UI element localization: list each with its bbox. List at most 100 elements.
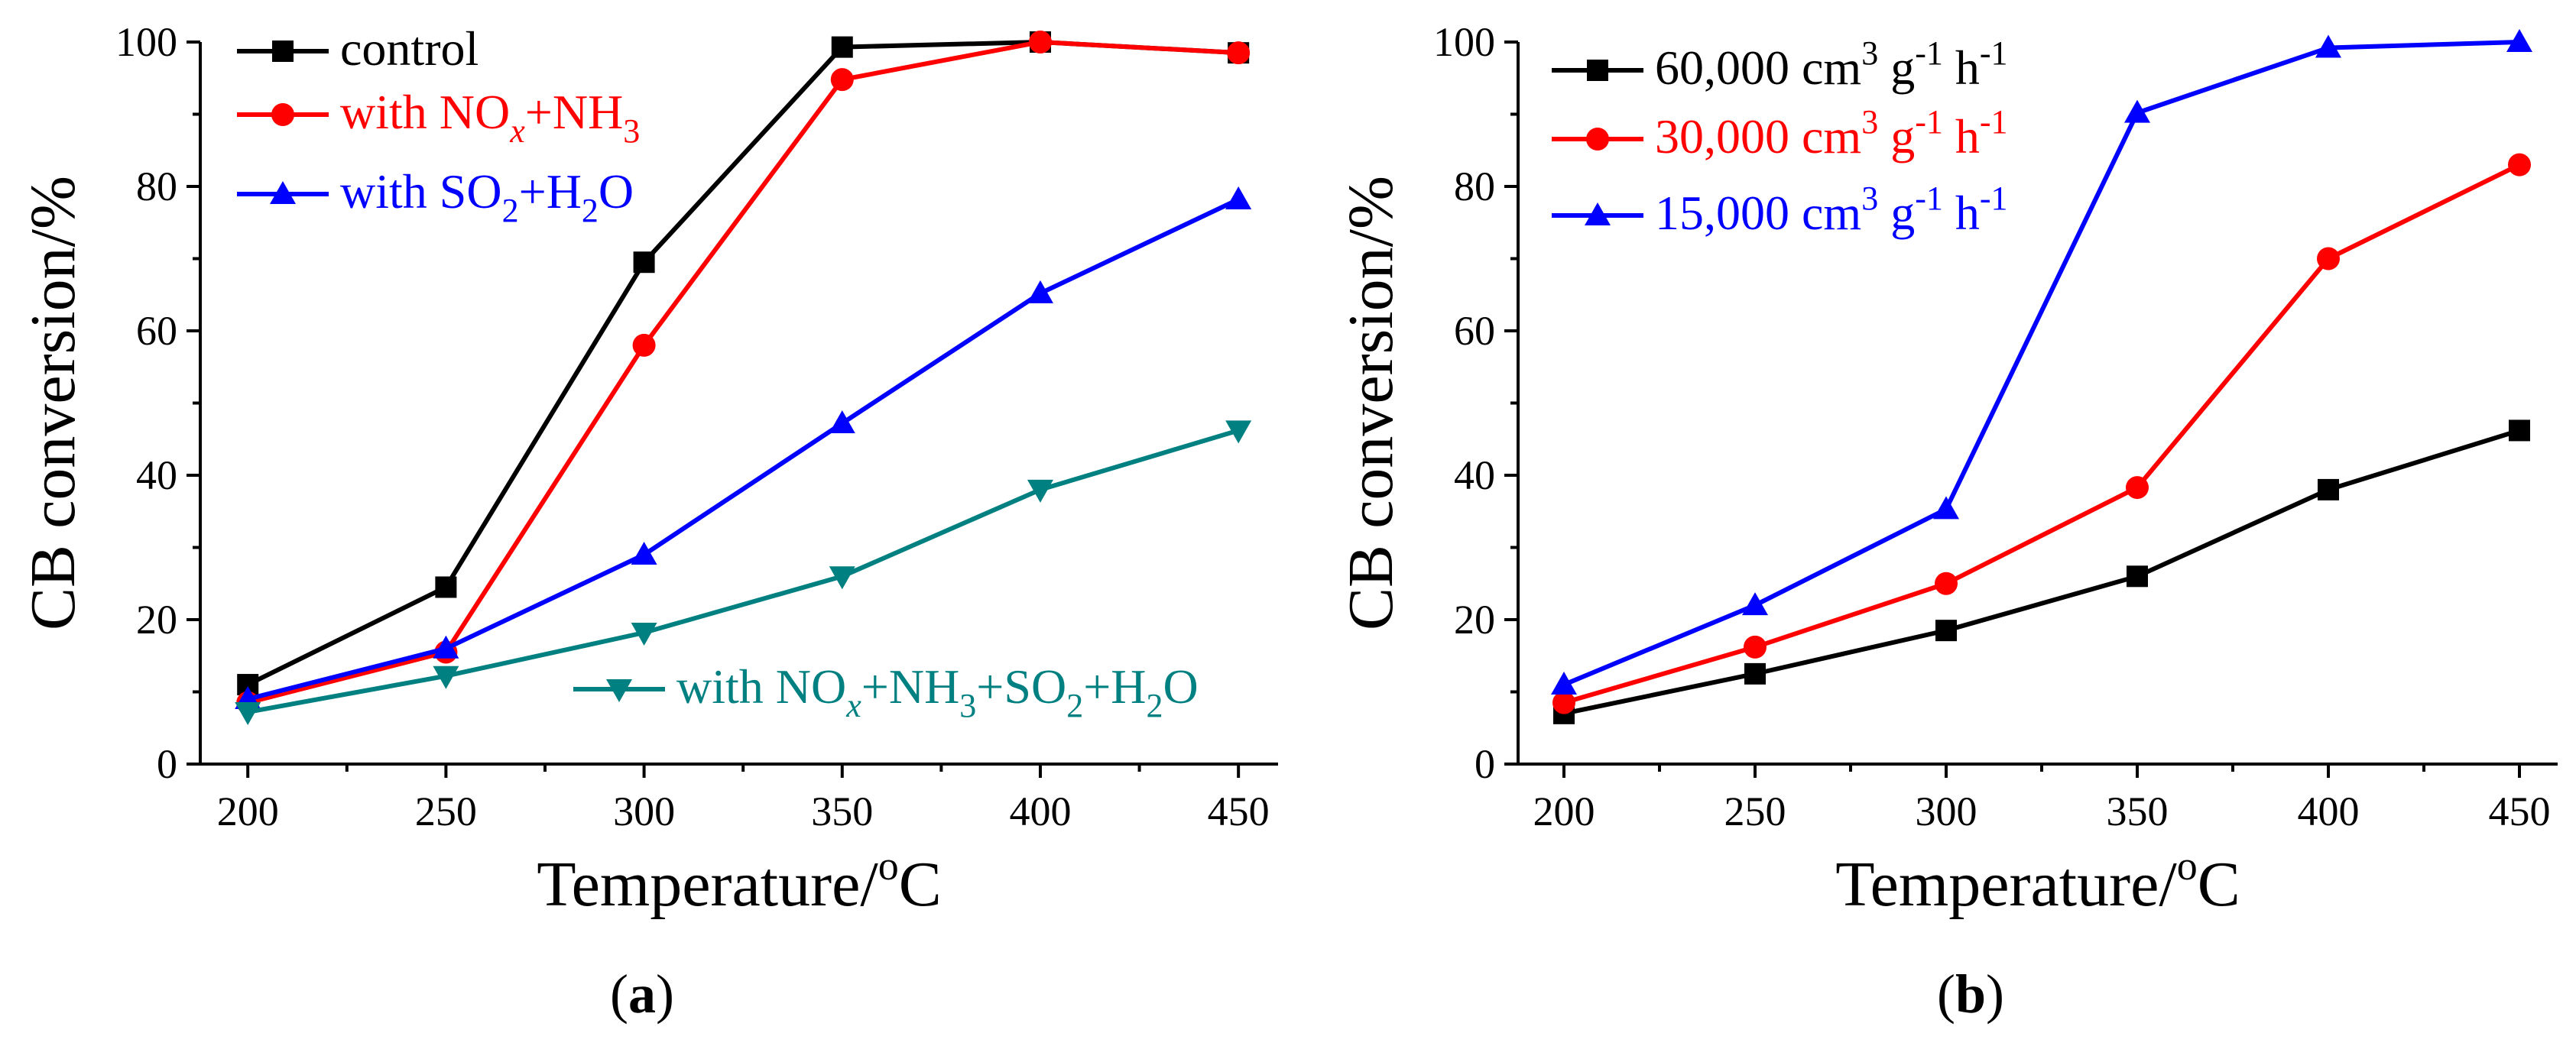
data-point xyxy=(1027,479,1053,503)
series-line xyxy=(1563,428,2520,716)
x-tick-label: 300 xyxy=(1916,789,1977,834)
x-tick-label: 200 xyxy=(217,789,279,834)
y-tick-label: 100 xyxy=(1433,19,1495,65)
series-3 xyxy=(235,420,1252,725)
legend-label-part-4: h xyxy=(1943,40,1980,95)
legend-label-part-3: -1 xyxy=(1915,34,1943,72)
legend-label-part-0: with SO xyxy=(340,164,502,219)
legend-label-part-0: control xyxy=(340,21,479,76)
legend-label-part-5: -1 xyxy=(1980,103,2008,141)
data-point xyxy=(435,576,457,598)
data-point xyxy=(2509,419,2530,442)
panel-label-close: ) xyxy=(656,963,674,1025)
x-axis-title-unit: C xyxy=(899,849,942,920)
data-point xyxy=(1552,691,1575,714)
legend-label: with SO2+H2O xyxy=(340,164,634,229)
legend-entry-0: 60,000 cm3 g-1 h-1 xyxy=(1552,34,2008,95)
legend-label-part-0: 15,000 cm xyxy=(1655,186,1861,240)
legend-marker xyxy=(606,679,632,702)
data-point xyxy=(1935,572,1958,595)
y-axis-title: CB conversion/% xyxy=(1335,176,1406,630)
data-point xyxy=(433,635,459,659)
series-2 xyxy=(235,186,1252,709)
x-tick-label: 450 xyxy=(1208,789,1270,834)
y-tick-label: 40 xyxy=(1454,452,1495,498)
legend-label-part-4: +SO xyxy=(976,659,1066,714)
x-tick-label: 400 xyxy=(2298,789,2360,834)
legend-marker xyxy=(270,181,296,204)
y-tick-label: 100 xyxy=(115,19,177,65)
data-point xyxy=(235,701,261,725)
legend-entry-1: 30,000 cm3 g-1 h-1 xyxy=(1552,103,2008,164)
data-point xyxy=(632,333,656,357)
legend-label-part-5: 2 xyxy=(1066,687,1083,724)
legend-label-part-3: 2 xyxy=(582,192,599,229)
legend-label-part-5: -1 xyxy=(1980,180,2008,217)
legend-label-part-2: g xyxy=(1878,186,1915,240)
data-point xyxy=(829,410,855,433)
legend-label-part-3: -1 xyxy=(1915,103,1943,141)
legend-label: 15,000 cm3 g-1 h-1 xyxy=(1655,180,2008,240)
legend-label-part-0: 30,000 cm xyxy=(1655,109,1861,164)
legend-label-part-2: +NH xyxy=(861,659,960,714)
legend-entry-1: with NOx+NH3 xyxy=(237,85,640,150)
x-tick-label: 400 xyxy=(1009,789,1071,834)
x-tick-label: 350 xyxy=(811,789,873,834)
legend-label-part-2: +H xyxy=(519,164,582,219)
data-point xyxy=(631,541,657,565)
series-2 xyxy=(1551,29,2532,695)
series-1 xyxy=(1552,153,2531,714)
x-tick-label: 350 xyxy=(2107,789,2169,834)
y-tick-label: 60 xyxy=(136,308,177,354)
data-point xyxy=(1227,41,1251,65)
series-line xyxy=(247,39,1239,705)
data-point xyxy=(2126,476,2149,500)
panel-label: (a) xyxy=(610,963,674,1025)
data-point xyxy=(2317,247,2340,270)
y-axis-title: CB conversion/% xyxy=(18,176,89,630)
legend-marker xyxy=(271,103,294,126)
x-axis-title-unit: C xyxy=(2198,849,2240,920)
legend-label-part-2: g xyxy=(1878,109,1915,164)
data-point xyxy=(830,68,854,92)
data-point xyxy=(1551,672,1577,695)
legend-label: 30,000 cm3 g-1 h-1 xyxy=(1655,103,2008,164)
data-point xyxy=(1225,186,1252,210)
legend-label-part-4: h xyxy=(1943,186,1980,240)
panel-label-letter: b xyxy=(1955,963,1986,1025)
x-tick-label: 450 xyxy=(2489,789,2551,834)
legend-label-part-3: 3 xyxy=(623,112,640,150)
legend-label-part-3: -1 xyxy=(1915,180,1943,217)
legend-label: control xyxy=(340,21,479,76)
y-tick-label: 0 xyxy=(1475,741,1495,787)
legend-label-part-1: 3 xyxy=(1861,103,1878,141)
legend-label-part-4: h xyxy=(1943,109,1980,164)
x-axis-title: Temperature/oC xyxy=(537,843,942,920)
data-point xyxy=(2127,565,2148,588)
legend-label-part-1: 2 xyxy=(502,192,519,229)
panel-label-close: ) xyxy=(1986,963,2004,1025)
data-point xyxy=(1028,31,1052,53)
legend-marker xyxy=(1586,128,1609,151)
data-point xyxy=(2506,29,2532,52)
data-point xyxy=(2318,478,2339,500)
y-tick-label: 40 xyxy=(136,452,177,498)
y-tick-label: 80 xyxy=(1454,164,1495,209)
legend-entry-2: 15,000 cm3 g-1 h-1 xyxy=(1552,180,2008,240)
legend-label-part-8: O xyxy=(1163,659,1199,714)
legend-label-part-6: +H xyxy=(1083,659,1146,714)
y-tick-label: 20 xyxy=(1454,597,1495,643)
legend-entry-3: with NOx+NH3+SO2+H2O xyxy=(573,659,1199,724)
series-line xyxy=(247,428,1240,714)
legend-label-part-1: 3 xyxy=(1861,180,1878,217)
legend-entry-2: with SO2+H2O xyxy=(237,164,634,229)
series-0 xyxy=(1553,419,2530,724)
data-point xyxy=(1027,280,1053,303)
legend-label-part-0: with NO xyxy=(676,659,846,714)
panel-label-open: ( xyxy=(610,963,628,1025)
data-point xyxy=(829,566,855,590)
x-axis-title-degree: o xyxy=(878,843,899,889)
x-tick-label: 250 xyxy=(415,789,477,834)
legend-label-part-3: 3 xyxy=(959,687,976,724)
